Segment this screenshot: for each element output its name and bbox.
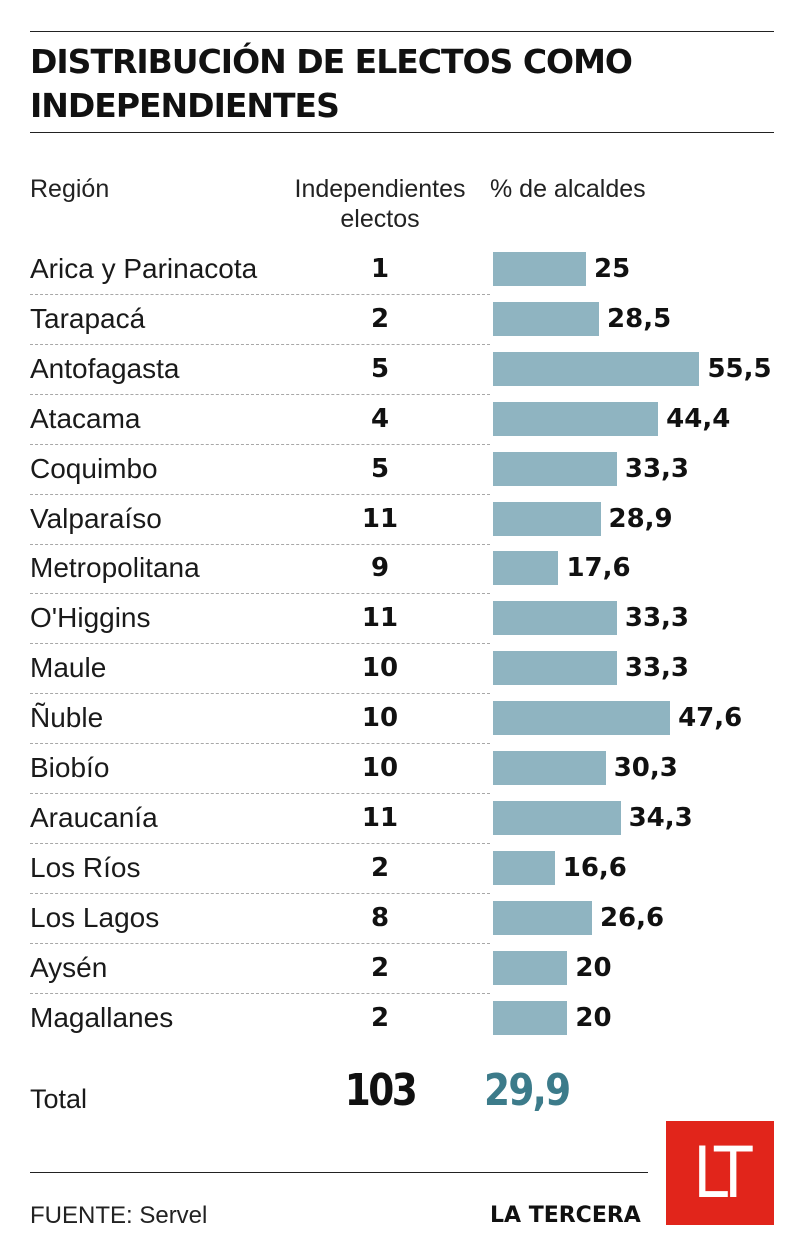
- region-label: Aysén: [30, 951, 108, 983]
- title-rule: [30, 132, 774, 133]
- total-independientes: 103: [344, 1065, 418, 1116]
- header-region: Región: [30, 175, 110, 203]
- footer-rule: [30, 1172, 648, 1173]
- independientes-value: 11: [361, 603, 399, 634]
- independientes-value: 2: [370, 852, 390, 883]
- row-separator: [30, 593, 490, 595]
- bar-value-label: 25: [594, 254, 631, 284]
- row-separator: [30, 643, 490, 645]
- bar-value-label: 33,3: [624, 453, 690, 484]
- bar-value-label: 33,3: [624, 653, 690, 684]
- row-separator: [30, 992, 490, 994]
- row-separator: [30, 942, 490, 944]
- bar-value-label: 26,6: [599, 902, 665, 933]
- row-separator: [30, 693, 490, 695]
- total-label: Total: [30, 1084, 88, 1114]
- bar-pct: [493, 351, 700, 386]
- region-label: Arica y Parinacota: [30, 253, 258, 284]
- header-pct: % de alcaldes: [490, 175, 646, 203]
- bar-value-label: 28,9: [608, 503, 673, 534]
- region-label: Biobío: [30, 752, 110, 783]
- region-label: Atacama: [30, 402, 141, 434]
- bar-value-label: 55,5: [707, 353, 772, 384]
- bar-pct: [493, 501, 601, 536]
- region-label: Ñuble: [30, 702, 104, 734]
- independientes-value: 2: [370, 952, 390, 983]
- independientes-value: 5: [370, 453, 390, 484]
- total-pct: 29,9: [484, 1065, 571, 1116]
- region-label: O'Higgins: [30, 602, 151, 634]
- row-separator: [30, 294, 490, 295]
- bar-pct: [493, 800, 621, 835]
- bar-value-label: 20: [575, 1002, 612, 1033]
- bar-value-label: 44,4: [666, 403, 731, 434]
- region-label: Antofagasta: [30, 352, 180, 384]
- bar-pct: [493, 900, 592, 935]
- bar-value-label: 17,6: [566, 553, 631, 584]
- region-label: Los Ríos: [30, 851, 141, 883]
- bar-value-label: 20: [575, 952, 612, 983]
- logo-text: LT: [692, 1132, 753, 1214]
- bar-pct: [493, 1000, 568, 1035]
- region-label: Araucanía: [30, 801, 158, 833]
- bar-pct: [493, 451, 617, 486]
- independientes-value: 2: [370, 303, 390, 334]
- bar-pct: [493, 850, 555, 885]
- chart-title: DISTRIBUCIÓN DE ELECTOS COMO INDEPENDIEN…: [30, 42, 633, 125]
- bar-value-label: 16,6: [562, 852, 627, 883]
- bar-pct: [493, 252, 586, 286]
- bar-value-label: 28,5: [607, 303, 672, 334]
- independientes-value: 8: [370, 902, 390, 933]
- row-separator: [30, 493, 490, 495]
- region-label: Magallanes: [30, 1001, 174, 1033]
- bar-value-label: 47,6: [678, 703, 743, 734]
- bar-pct: [493, 601, 617, 636]
- region-label: Los Lagos: [30, 901, 160, 933]
- region-label: Tarapacá: [30, 302, 146, 334]
- independientes-value: 5: [370, 353, 390, 384]
- region-label: Valparaíso: [30, 502, 162, 534]
- row-separator: [30, 743, 490, 745]
- independientes-value: 1: [370, 254, 390, 284]
- independientes-value: 11: [361, 503, 399, 534]
- bar-pct: [493, 701, 671, 736]
- region-label: Coquimbo: [30, 452, 158, 484]
- row-separator: [30, 892, 490, 894]
- bar-pct: [493, 401, 659, 436]
- top-rule: [30, 31, 774, 32]
- bar-pct: [493, 751, 606, 785]
- bar-value-label: 34,3: [628, 802, 693, 833]
- bar-pct: [493, 301, 600, 336]
- independientes-value: 10: [361, 653, 399, 684]
- region-label: Metropolitana: [30, 552, 200, 584]
- independientes-value: 9: [370, 553, 390, 584]
- brand-name: LA TERCERA: [490, 1203, 641, 1228]
- bar-pct: [493, 651, 617, 686]
- bar-pct: [493, 950, 568, 985]
- row-separator: [30, 343, 490, 345]
- independientes-value: 4: [370, 403, 390, 434]
- row-separator: [30, 543, 490, 545]
- row-separator: [30, 793, 490, 794]
- region-label: Maule: [30, 652, 107, 684]
- independientes-value: 2: [370, 1002, 390, 1033]
- bar-pct: [493, 551, 559, 586]
- bar-value-label: 30,3: [613, 753, 678, 783]
- independientes-value: 10: [361, 753, 399, 783]
- row-separator: [30, 842, 490, 844]
- row-separator: [30, 443, 490, 445]
- row-separator: [30, 393, 490, 395]
- independientes-value: 10: [361, 703, 399, 734]
- source-text: FUENTE: Servel: [30, 1202, 208, 1229]
- la-tercera-logo: LT: [666, 1121, 774, 1225]
- header-independientes: Independientes electos: [294, 175, 466, 233]
- bar-value-label: 33,3: [624, 603, 690, 634]
- independientes-value: 11: [361, 802, 399, 833]
